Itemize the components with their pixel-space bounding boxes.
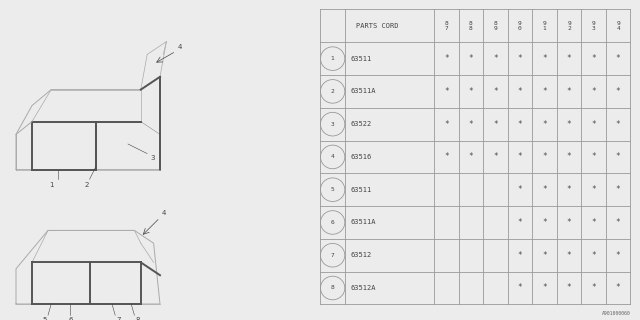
Text: *: * (591, 218, 596, 227)
Text: 9
4: 9 4 (616, 21, 620, 31)
Text: 3: 3 (331, 122, 335, 127)
Text: 63522: 63522 (350, 121, 371, 127)
Text: *: * (444, 152, 449, 161)
Text: *: * (567, 218, 572, 227)
Text: *: * (444, 54, 449, 63)
Text: *: * (518, 185, 522, 194)
Text: *: * (616, 185, 620, 194)
Text: *: * (518, 218, 522, 227)
Text: 4: 4 (178, 44, 182, 50)
Text: *: * (591, 251, 596, 260)
Text: *: * (567, 251, 572, 260)
Text: *: * (444, 87, 449, 96)
Text: 9
0: 9 0 (518, 21, 522, 31)
Text: *: * (567, 87, 572, 96)
Text: 8
8: 8 8 (469, 21, 473, 31)
Text: *: * (542, 87, 547, 96)
Text: 63516: 63516 (350, 154, 371, 160)
Text: 63512: 63512 (350, 252, 371, 258)
Text: 2: 2 (84, 182, 88, 188)
Text: 63511: 63511 (350, 56, 371, 62)
Text: *: * (493, 87, 498, 96)
Text: *: * (518, 87, 522, 96)
Text: *: * (468, 152, 473, 161)
Text: 6: 6 (331, 220, 335, 225)
Text: 2: 2 (331, 89, 335, 94)
Text: 63512A: 63512A (350, 285, 376, 291)
Text: *: * (468, 54, 473, 63)
Text: *: * (591, 185, 596, 194)
Text: 5: 5 (43, 317, 47, 320)
Text: 5: 5 (331, 187, 335, 192)
Text: *: * (542, 218, 547, 227)
Text: *: * (493, 152, 498, 161)
Text: 9
2: 9 2 (567, 21, 571, 31)
Text: 63511A: 63511A (350, 220, 376, 226)
Text: *: * (518, 120, 522, 129)
Text: *: * (616, 251, 620, 260)
Text: *: * (518, 152, 522, 161)
Text: 4: 4 (331, 155, 335, 159)
Text: *: * (542, 120, 547, 129)
Text: PARTS CORD: PARTS CORD (356, 23, 398, 29)
Text: 4: 4 (162, 210, 166, 216)
Text: 9
1: 9 1 (543, 21, 547, 31)
Text: 8
7: 8 7 (444, 21, 448, 31)
Text: *: * (591, 120, 596, 129)
Text: *: * (468, 87, 473, 96)
Text: *: * (567, 54, 572, 63)
Text: 8: 8 (331, 285, 335, 291)
Text: *: * (616, 152, 620, 161)
Text: *: * (444, 120, 449, 129)
Text: *: * (493, 120, 498, 129)
Text: *: * (591, 54, 596, 63)
Text: 63511A: 63511A (350, 88, 376, 94)
Text: 1: 1 (49, 182, 54, 188)
Text: *: * (542, 54, 547, 63)
Text: 8: 8 (135, 317, 140, 320)
Text: *: * (468, 120, 473, 129)
Text: *: * (542, 152, 547, 161)
Text: *: * (616, 54, 620, 63)
Text: 7: 7 (116, 317, 121, 320)
Text: *: * (567, 284, 572, 292)
Text: 3: 3 (150, 155, 155, 161)
Text: 6: 6 (68, 317, 73, 320)
Text: 8
9: 8 9 (493, 21, 497, 31)
Text: *: * (542, 284, 547, 292)
Text: *: * (616, 120, 620, 129)
Text: *: * (616, 284, 620, 292)
Text: *: * (493, 54, 498, 63)
Text: 9
3: 9 3 (592, 21, 595, 31)
Text: *: * (567, 120, 572, 129)
Text: *: * (567, 152, 572, 161)
Text: *: * (616, 87, 620, 96)
Text: A901000060: A901000060 (602, 310, 630, 316)
Text: 63511: 63511 (350, 187, 371, 193)
Text: *: * (518, 251, 522, 260)
Text: *: * (591, 87, 596, 96)
Text: *: * (542, 251, 547, 260)
Text: *: * (616, 218, 620, 227)
Text: *: * (591, 284, 596, 292)
Text: 1: 1 (331, 56, 335, 61)
Text: *: * (542, 185, 547, 194)
Text: *: * (518, 284, 522, 292)
Text: 7: 7 (331, 253, 335, 258)
Text: *: * (518, 54, 522, 63)
Text: *: * (567, 185, 572, 194)
Text: *: * (591, 152, 596, 161)
